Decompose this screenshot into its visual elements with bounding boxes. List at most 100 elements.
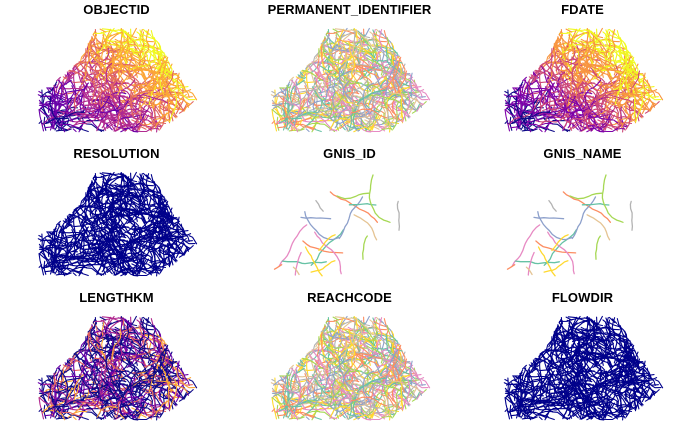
stream-segment bbox=[553, 35, 563, 45]
stream-segment bbox=[304, 246, 323, 277]
stream-segment bbox=[607, 323, 621, 337]
stream-segment bbox=[188, 91, 198, 101]
stream-segment bbox=[141, 35, 155, 49]
stream-segment bbox=[55, 399, 85, 413]
stream-segment bbox=[349, 330, 356, 367]
stream-segment bbox=[183, 103, 192, 112]
stream-segment bbox=[99, 239, 131, 265]
stream-segment bbox=[96, 43, 121, 54]
stream-segment bbox=[60, 253, 73, 271]
stream-segment bbox=[526, 397, 539, 415]
stream-segment bbox=[114, 210, 131, 243]
stream-segment bbox=[287, 394, 320, 406]
stream-segment bbox=[120, 233, 145, 248]
stream-segment bbox=[318, 48, 321, 58]
stream-segment bbox=[597, 407, 613, 418]
stream-segment bbox=[537, 373, 565, 406]
stream-segment bbox=[390, 106, 411, 118]
stream-segment bbox=[74, 210, 88, 234]
stream-segment bbox=[506, 81, 524, 98]
stream-segment bbox=[49, 97, 74, 123]
stream-segment bbox=[609, 29, 616, 62]
stream-segment bbox=[166, 377, 170, 407]
stream-segment bbox=[506, 410, 516, 413]
stream-segment bbox=[530, 94, 554, 118]
stream-segment bbox=[71, 386, 90, 416]
stream-segment bbox=[105, 62, 120, 100]
stream-segment bbox=[374, 66, 388, 97]
stream-segment bbox=[271, 390, 300, 394]
stream-segment bbox=[79, 350, 96, 373]
stream-segment bbox=[99, 224, 104, 255]
stream-segment bbox=[618, 349, 632, 383]
stream-segment bbox=[38, 246, 67, 250]
stream-segment bbox=[114, 326, 135, 334]
stream-segment bbox=[602, 31, 628, 56]
stream-segment bbox=[512, 374, 525, 377]
stream-segment bbox=[363, 379, 378, 415]
stream-segment bbox=[553, 323, 563, 333]
stream-segment bbox=[60, 225, 63, 234]
stream-segment bbox=[340, 359, 351, 384]
stream-segment bbox=[567, 28, 592, 34]
stream-segment bbox=[65, 211, 75, 229]
stream-segment bbox=[614, 75, 627, 88]
stream-segment bbox=[580, 326, 601, 334]
stream-segment bbox=[585, 60, 613, 79]
stream-segment bbox=[94, 70, 129, 85]
stream-segment bbox=[66, 215, 74, 223]
stream-segment bbox=[286, 372, 289, 378]
stream-segment bbox=[85, 336, 88, 346]
stream-segment bbox=[546, 112, 568, 116]
stream-segment bbox=[146, 344, 169, 379]
stream-segment bbox=[279, 374, 292, 377]
stream-segment bbox=[38, 99, 45, 107]
stream-segment bbox=[73, 55, 88, 67]
stream-segment bbox=[289, 76, 294, 82]
stream-segment bbox=[548, 95, 575, 110]
stream-segment bbox=[130, 235, 145, 271]
stream-segment bbox=[94, 371, 123, 391]
stream-segment bbox=[90, 331, 96, 336]
stream-segment bbox=[347, 66, 364, 99]
stream-segment bbox=[152, 396, 156, 418]
stream-segment bbox=[127, 411, 135, 419]
stream-segment bbox=[313, 400, 335, 404]
stream-segment bbox=[314, 76, 332, 100]
stream-segment bbox=[87, 35, 97, 45]
stream-segment bbox=[547, 364, 565, 388]
stream-segment bbox=[614, 70, 625, 106]
stream-segment bbox=[603, 400, 619, 420]
stream-segment bbox=[126, 377, 153, 389]
stream-segment bbox=[314, 128, 322, 133]
stream-segment bbox=[334, 28, 359, 34]
stream-segment bbox=[625, 340, 633, 357]
stream-segment bbox=[352, 97, 364, 131]
stream-segment bbox=[273, 122, 283, 125]
stream-segment bbox=[649, 103, 658, 112]
stream-segment bbox=[137, 256, 153, 276]
stream-segment bbox=[537, 211, 573, 241]
stream-segment bbox=[642, 72, 646, 98]
stream-segment bbox=[81, 128, 89, 133]
stream-segment bbox=[585, 348, 613, 367]
stream-segment bbox=[598, 418, 605, 421]
stream-segment bbox=[318, 336, 321, 346]
panel-title: RESOLUTION bbox=[73, 146, 160, 161]
stream-network-map bbox=[506, 174, 634, 277]
stream-segment bbox=[374, 354, 388, 385]
stream-segment bbox=[586, 89, 611, 104]
stream-segment bbox=[156, 334, 166, 344]
stream-segment bbox=[379, 56, 402, 91]
stream-segment bbox=[359, 69, 373, 83]
stream-segment bbox=[71, 242, 90, 272]
stream-segment bbox=[623, 394, 644, 406]
stream-segment bbox=[132, 130, 139, 133]
stream-segment bbox=[591, 332, 608, 348]
stream-segment bbox=[376, 343, 398, 368]
stream-segment bbox=[565, 95, 597, 121]
stream-segment bbox=[80, 256, 102, 260]
stream-segment bbox=[586, 389, 619, 412]
stream-segment bbox=[114, 182, 135, 190]
stream-segment bbox=[52, 393, 61, 418]
